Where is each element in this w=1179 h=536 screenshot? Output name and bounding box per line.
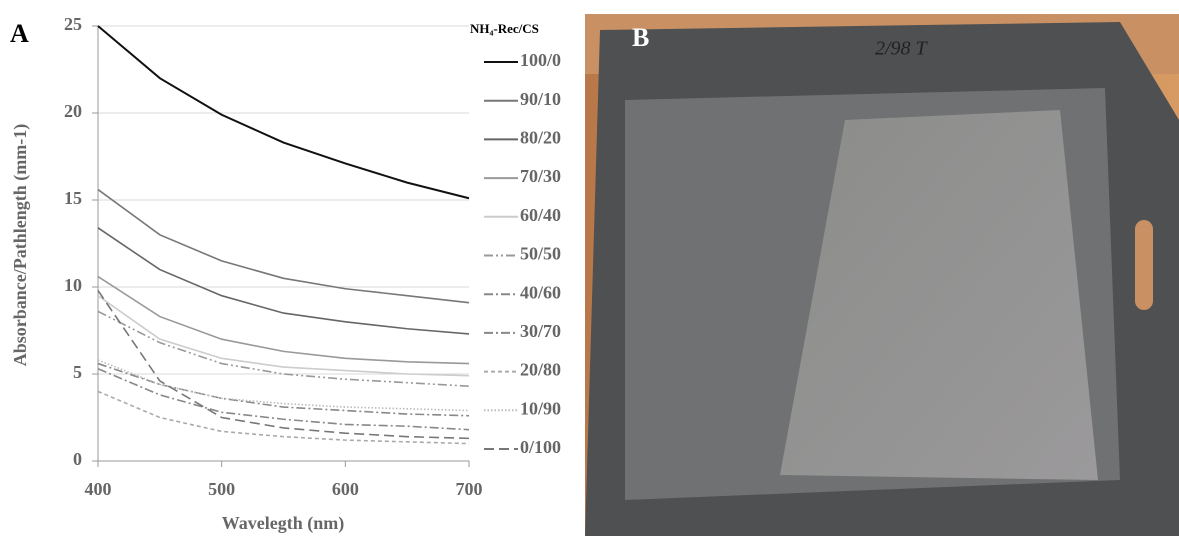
series-line: [97, 390, 470, 445]
tray-handle-hole: [1135, 220, 1153, 310]
legend-label: 90/10: [520, 89, 561, 109]
y-tick-label: 5: [73, 362, 82, 382]
y-tick-label: 20: [64, 101, 82, 121]
legend-label: 50/50: [520, 244, 561, 264]
legend-label: 20/80: [520, 360, 561, 380]
series-line: [97, 25, 470, 200]
series-line: [97, 290, 470, 440]
photo: B 2/98 T: [585, 14, 1179, 536]
legend-title: NH₄-Rec/CS: [470, 21, 539, 36]
x-tick-label: 700: [456, 479, 483, 499]
legend-label: 40/60: [520, 282, 561, 302]
series-line: [97, 368, 470, 431]
y-axis-label: Absorbance/Pathlength (mm-1): [10, 124, 31, 366]
y-tick-label: 0: [73, 449, 82, 469]
series-line: [97, 227, 470, 335]
x-tick-label: 400: [85, 479, 112, 499]
legend-label: 70/30: [520, 166, 561, 186]
panel-label: B: [632, 23, 649, 52]
y-tick-label: 25: [64, 14, 82, 34]
legend-label: 60/40: [520, 205, 561, 225]
series-line: [97, 188, 470, 304]
handwriting: 2/98 T: [875, 38, 929, 60]
x-tick-label: 500: [208, 479, 235, 499]
legend-label: 30/70: [520, 321, 561, 341]
legend-label: 100/0: [520, 50, 561, 70]
panel-label: A: [10, 19, 29, 48]
series-line: [97, 362, 470, 417]
film: [780, 110, 1098, 480]
series-line: [97, 359, 470, 412]
series-line: [97, 310, 470, 387]
chart: A NH₄-Rec/CS Wavelegth (nm) Absorbance/P…: [10, 14, 561, 534]
legend-label: 80/20: [520, 128, 561, 148]
series-line: [97, 275, 470, 365]
legend-label: 10/90: [520, 398, 561, 418]
series-line: [97, 295, 470, 377]
y-tick-label: 10: [64, 275, 82, 295]
x-tick-label: 600: [332, 479, 359, 499]
y-tick-label: 15: [64, 188, 82, 208]
x-axis-label: Wavelegth (nm): [222, 513, 344, 534]
legend-label: 0/100: [520, 437, 561, 457]
